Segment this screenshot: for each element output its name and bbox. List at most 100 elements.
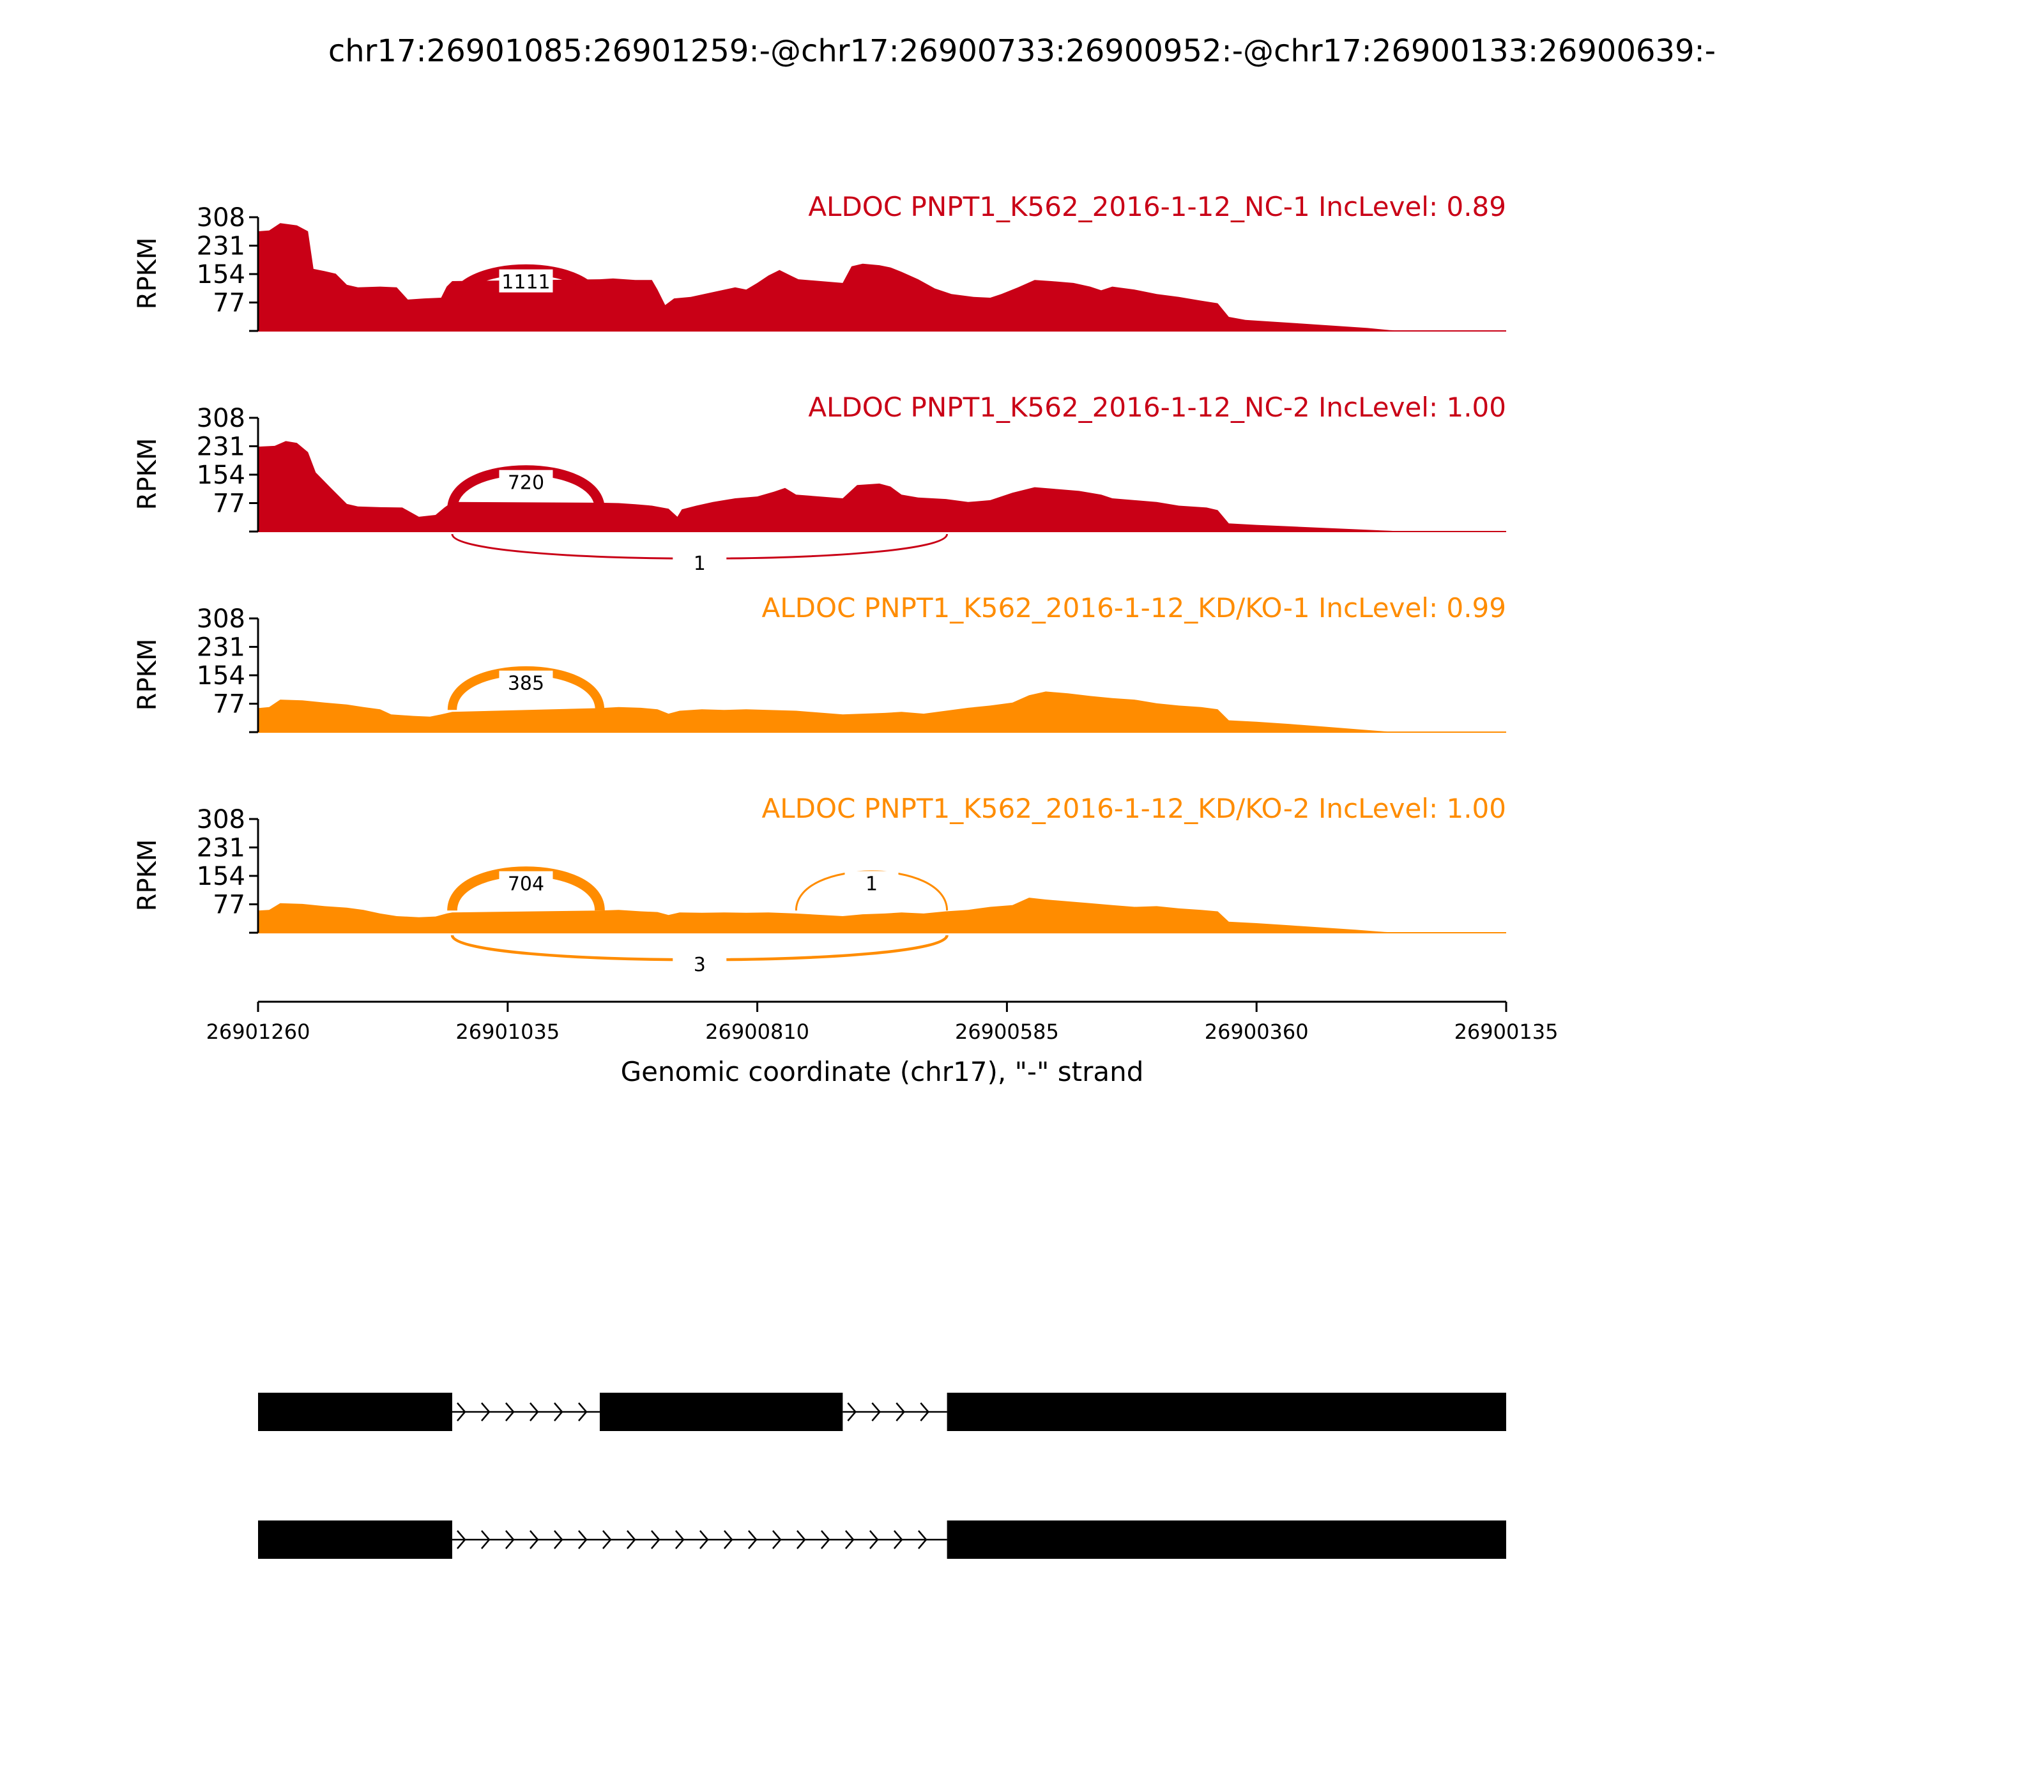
x-axis-label: Genomic coordinate (chr17), "-" strand: [621, 1056, 1144, 1087]
strand-chevron: [896, 1402, 905, 1421]
coverage-area: [258, 898, 1401, 933]
strand-chevron: [530, 1530, 539, 1549]
junction-count-label: 3: [694, 954, 706, 976]
junction-count-label: 704: [508, 873, 544, 896]
junction-count-label: 1: [694, 553, 706, 575]
y-tick-label: 154: [197, 661, 245, 691]
y-tick-label: 231: [197, 633, 245, 662]
y-axis-label: RPKM: [133, 238, 162, 310]
strand-chevron: [481, 1530, 491, 1549]
x-tick-label: 26900135: [1454, 1020, 1559, 1044]
strand-chevron: [748, 1530, 758, 1549]
figure-title: chr17:26901085:26901259:-@chr17:26900733…: [328, 33, 1716, 69]
x-tick-label: 26900360: [1205, 1020, 1309, 1044]
transcript-models: [258, 1393, 1506, 1559]
strand-chevron: [651, 1530, 660, 1549]
y-tick-label: 308: [197, 203, 245, 233]
strand-chevron: [505, 1402, 515, 1421]
junction-label-bg: [673, 551, 727, 574]
strand-chevron: [699, 1530, 709, 1549]
y-axis-label: RPKM: [133, 639, 162, 711]
y-tick-label: 77: [213, 690, 245, 719]
strand-chevron: [920, 1402, 929, 1421]
strand-chevron: [724, 1530, 733, 1549]
y-tick-label: 154: [197, 260, 245, 289]
exon-block: [599, 1393, 843, 1431]
strand-chevron: [578, 1530, 588, 1549]
track-label: ALDOC PNPT1_K562_2016-1-12_KD/KO-1 IncLe…: [762, 592, 1506, 624]
junction-label-bg: [499, 269, 553, 293]
coverage-area: [258, 441, 1407, 532]
transcript-1: [258, 1393, 1506, 1431]
strand-chevron: [675, 1530, 685, 1549]
strand-chevron: [845, 1530, 855, 1549]
exon-block: [258, 1393, 452, 1431]
strand-chevron: [554, 1530, 563, 1549]
y-tick-label: 231: [197, 433, 245, 462]
strand-chevron: [869, 1530, 879, 1549]
junction-count-label: 720: [508, 472, 544, 494]
y-tick-label: 231: [197, 232, 245, 261]
strand-chevron: [871, 1402, 881, 1421]
strand-chevron: [530, 1402, 539, 1421]
exon-block: [258, 1520, 452, 1559]
y-tick-label: 308: [197, 805, 245, 834]
x-tick-label: 26901035: [455, 1020, 560, 1044]
track-label: ALDOC PNPT1_K562_2016-1-12_NC-1 IncLevel…: [808, 191, 1506, 222]
y-axis-label: RPKM: [133, 438, 162, 510]
track-label: ALDOC PNPT1_K562_2016-1-12_KD/KO-2 IncLe…: [762, 793, 1506, 824]
junction-label-bg: [499, 470, 553, 493]
strand-chevron: [797, 1530, 806, 1549]
y-tick-label: 77: [213, 289, 245, 318]
strand-chevron: [602, 1530, 612, 1549]
junction-count-label: 385: [508, 673, 544, 695]
exon-block: [947, 1520, 1506, 1559]
x-tick-label: 26901260: [206, 1020, 310, 1044]
exon-block: [947, 1393, 1506, 1431]
x-tick-label: 26900810: [705, 1020, 809, 1044]
strand-chevron: [505, 1530, 515, 1549]
strand-chevron: [894, 1530, 903, 1549]
x-axis: 26901260 26901035 26900810 26900585 26900360…: [206, 1000, 1559, 1087]
y-tick-label: 308: [197, 604, 245, 634]
junction-label-bg: [844, 871, 899, 894]
junction-count-label: 1111: [501, 272, 550, 294]
strand-chevron: [457, 1402, 466, 1421]
x-tick-label: 26900585: [955, 1020, 1059, 1044]
coverage-area: [258, 691, 1401, 732]
y-tick-label: 154: [197, 461, 245, 490]
strand-chevron: [457, 1530, 466, 1549]
strand-chevron: [847, 1402, 857, 1421]
y-tick-label: 77: [213, 891, 245, 920]
junction-label-bg: [499, 670, 553, 694]
coverage-area: [258, 223, 1412, 331]
strand-chevron: [772, 1530, 782, 1549]
y-axis-label: RPKM: [133, 839, 162, 912]
strand-chevron: [627, 1530, 636, 1549]
y-tick-label: 231: [197, 834, 245, 863]
junction-count-label: 1: [866, 873, 878, 895]
track-label: ALDOC PNPT1_K562_2016-1-12_NC-2 IncLevel…: [808, 392, 1506, 423]
strand-chevron: [578, 1402, 588, 1421]
transcript-2: [258, 1520, 1506, 1559]
strand-chevron: [481, 1402, 491, 1421]
strand-chevron: [554, 1402, 563, 1421]
strand-chevron: [918, 1530, 927, 1549]
junction-label-bg: [673, 952, 727, 975]
strand-chevron: [821, 1530, 830, 1549]
junction-label-bg: [499, 871, 553, 894]
y-tick-label: 77: [213, 489, 245, 519]
y-tick-label: 308: [197, 404, 245, 433]
y-tick-label: 154: [197, 862, 245, 891]
